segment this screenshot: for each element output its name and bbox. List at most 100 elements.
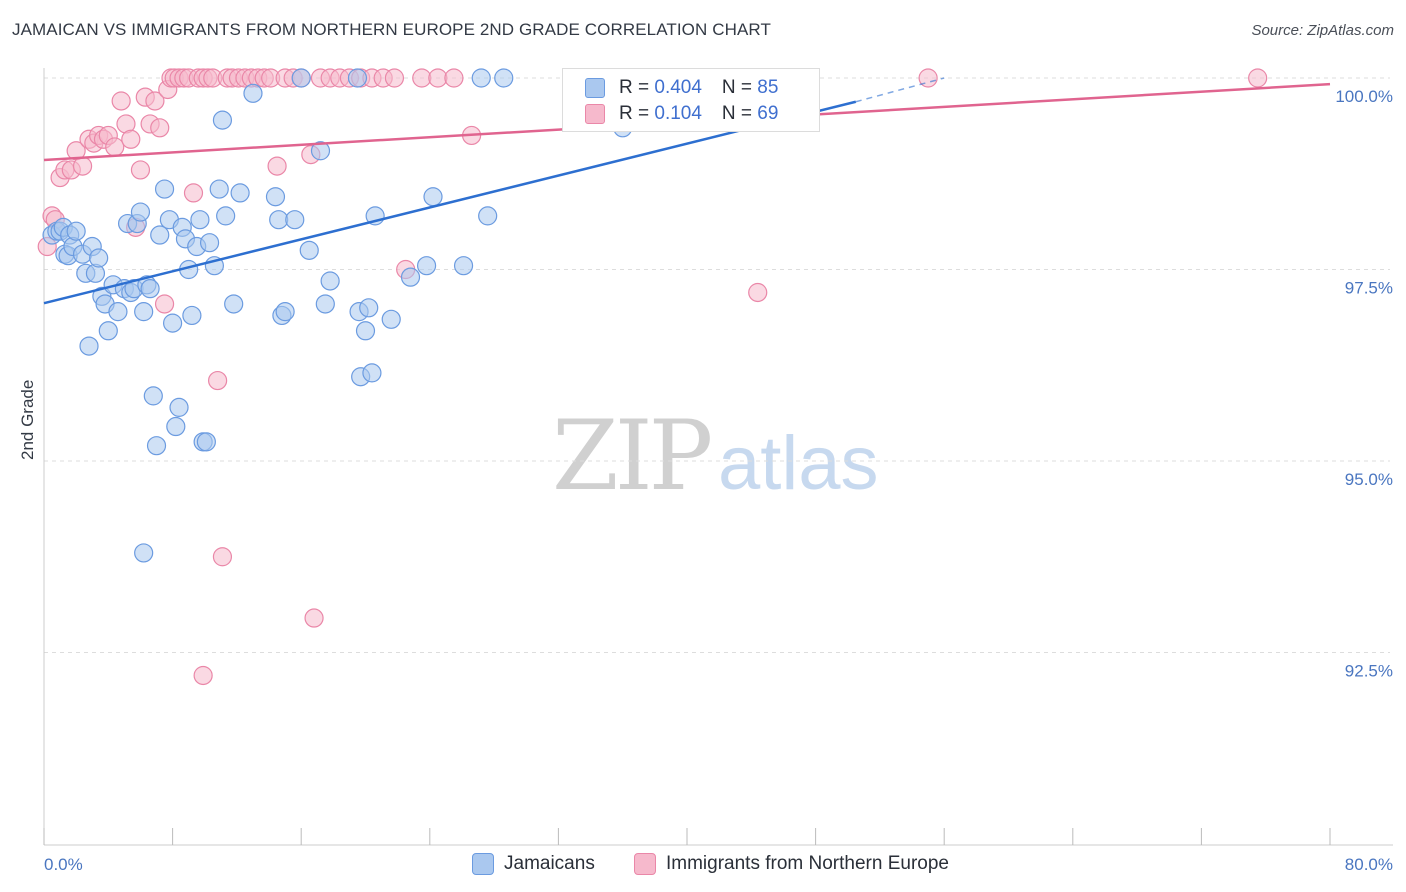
jamaicans-point bbox=[320, 271, 340, 291]
pink-swatch bbox=[585, 104, 605, 124]
immigrants-point bbox=[193, 665, 213, 686]
jamaicans-swatch bbox=[472, 853, 494, 875]
immigrants-point bbox=[72, 156, 93, 176]
jamaicans-point bbox=[134, 302, 154, 322]
jamaicans-point bbox=[199, 233, 220, 253]
bottom-legend-immigrants: Immigrants from Northern Europe bbox=[634, 852, 949, 876]
jamaicans-point bbox=[134, 543, 154, 563]
jamaicans-point bbox=[143, 386, 163, 406]
immigrants-point bbox=[412, 68, 432, 88]
immigrants-point bbox=[444, 68, 464, 88]
immigrants-point bbox=[748, 282, 768, 303]
jamaicans-point bbox=[355, 321, 376, 341]
y-tick-label: 100.0% bbox=[1335, 87, 1393, 106]
legend-n-value: 69 bbox=[757, 103, 779, 124]
series-jamaicans-points bbox=[42, 68, 742, 563]
jamaicans-point bbox=[291, 68, 311, 88]
immigrants-point bbox=[918, 68, 938, 88]
immigrants-point bbox=[267, 156, 287, 176]
immigrants-point bbox=[130, 160, 151, 180]
watermark-zip: ZIP bbox=[552, 400, 713, 512]
immigrants-point bbox=[150, 118, 170, 138]
jamaicans-point bbox=[98, 321, 118, 341]
jamaicans-point bbox=[453, 256, 474, 276]
jamaicans-point bbox=[209, 179, 229, 199]
jamaicans-point bbox=[362, 363, 382, 383]
jamaicans-point bbox=[347, 68, 368, 88]
jamaicans-point bbox=[381, 309, 401, 329]
immigrants-point bbox=[428, 68, 448, 88]
jamaicans-label: Jamaicans bbox=[504, 853, 595, 874]
immigrants-point bbox=[154, 294, 175, 314]
immigrants-swatch bbox=[634, 853, 656, 875]
jamaicans-point bbox=[275, 302, 295, 322]
y-tick-label: 97.5% bbox=[1345, 279, 1393, 298]
jamaicans-point bbox=[196, 432, 216, 452]
jamaicans-point bbox=[359, 298, 379, 318]
legend-n-label: N = bbox=[721, 77, 758, 98]
jamaicans-point bbox=[150, 225, 170, 245]
jamaicans-point bbox=[79, 336, 99, 356]
watermark-atlas: atlas bbox=[718, 421, 879, 506]
tick-labels: 92.5% 95.0% 97.5% 100.0% 0.0% 80.0% bbox=[44, 87, 1393, 874]
jamaicans-point bbox=[416, 256, 437, 276]
immigrants-point bbox=[304, 608, 324, 628]
jamaicans-point bbox=[478, 206, 498, 226]
jamaicans-point bbox=[310, 141, 331, 161]
immigrants-point bbox=[384, 68, 405, 88]
jamaicans-point bbox=[315, 294, 335, 314]
legend-row-jamaicans: R = 0.404 N = 85 bbox=[585, 76, 778, 100]
jamaicans-point bbox=[166, 416, 186, 437]
y-tick-label: 95.0% bbox=[1345, 470, 1393, 489]
jamaicans-point bbox=[169, 397, 189, 417]
immigrants-point bbox=[111, 91, 131, 111]
grid-lines bbox=[44, 77, 1390, 653]
jamaicans-trend-extension bbox=[855, 77, 945, 103]
jamaicans-point bbox=[146, 436, 167, 456]
immigrants-point bbox=[212, 547, 233, 567]
immigrants-point bbox=[183, 183, 204, 203]
chart-title: JAMAICAN VS IMMIGRANTS FROM NORTHERN EUR… bbox=[12, 20, 771, 39]
jamaicans-point bbox=[140, 279, 160, 299]
jamaicans-point bbox=[299, 240, 319, 260]
source-label: Source: ZipAtlas.com bbox=[1251, 22, 1394, 39]
jamaicans-point bbox=[423, 187, 443, 207]
jamaicans-point bbox=[163, 313, 183, 333]
jamaicans-point bbox=[494, 68, 514, 88]
legend-r-label: R = bbox=[619, 77, 655, 98]
jamaicans-point bbox=[224, 294, 244, 314]
jamaicans-trend-line bbox=[43, 100, 857, 305]
jamaicans-point bbox=[66, 221, 86, 241]
jamaicans-point bbox=[190, 210, 210, 230]
immigrants-label: Immigrants from Northern Europe bbox=[666, 853, 949, 874]
series-immigrants-points bbox=[37, 68, 1268, 686]
stats-legend: R = 0.404 N = 85 R = 0.104 N = 69 bbox=[562, 68, 820, 132]
jamaicans-point bbox=[212, 110, 233, 130]
jamaicans-point bbox=[265, 187, 286, 207]
jamaicans-point bbox=[182, 305, 202, 326]
legend-r-label: R = bbox=[619, 103, 655, 124]
jamaicans-point bbox=[89, 248, 109, 268]
bottom-legend-jamaicans: Jamaicans bbox=[472, 852, 595, 876]
x-tick-label-min: 0.0% bbox=[44, 855, 83, 874]
jamaicans-point bbox=[243, 83, 263, 103]
jamaicans-point bbox=[108, 302, 128, 322]
jamaicans-point bbox=[285, 210, 305, 230]
jamaicans-point bbox=[400, 267, 421, 287]
blue-swatch bbox=[585, 78, 605, 98]
legend-n-label: N = bbox=[721, 103, 758, 124]
immigrants-point bbox=[145, 91, 165, 111]
y-axis-label: 2nd Grade bbox=[18, 379, 37, 460]
jamaicans-point bbox=[269, 210, 289, 230]
immigrants-point bbox=[105, 137, 125, 157]
jamaicans-point bbox=[154, 179, 175, 199]
immigrants-point bbox=[208, 370, 228, 391]
jamaicans-point bbox=[471, 68, 491, 88]
jamaicans-point bbox=[216, 206, 236, 226]
legend-row-immigrants: R = 0.104 N = 69 bbox=[585, 102, 778, 126]
y-tick-label: 92.5% bbox=[1345, 662, 1393, 681]
x-tick-label-max: 80.0% bbox=[1345, 855, 1393, 874]
legend-n-value: 85 bbox=[757, 77, 779, 98]
axes bbox=[43, 68, 1393, 846]
